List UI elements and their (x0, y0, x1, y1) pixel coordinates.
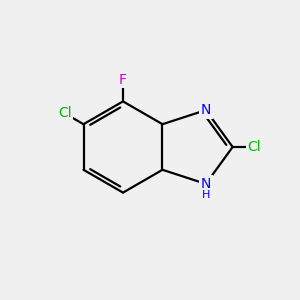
Text: Cl: Cl (58, 106, 72, 120)
Text: H: H (202, 190, 210, 200)
Text: N: N (201, 103, 211, 117)
Text: F: F (119, 73, 127, 87)
Text: Cl: Cl (248, 140, 261, 154)
Text: N: N (201, 177, 211, 191)
